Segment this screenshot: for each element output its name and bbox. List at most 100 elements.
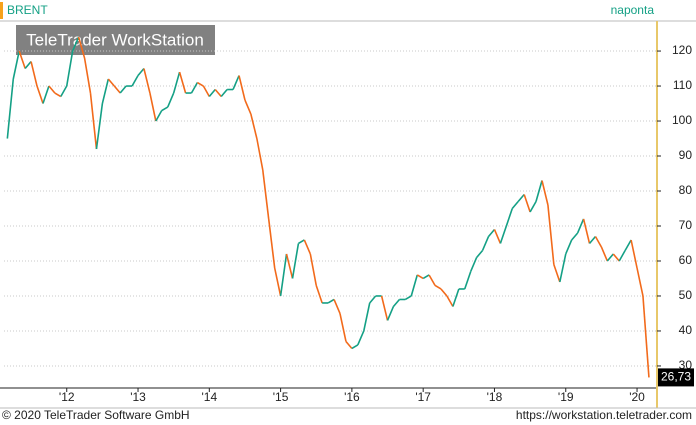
price-segment (77, 36, 86, 59)
price-segment (71, 36, 80, 52)
price-segment (440, 288, 448, 297)
price-segment (618, 250, 626, 262)
price-segment (606, 253, 614, 262)
price-segment (256, 138, 264, 171)
price-segment (24, 61, 32, 70)
price-segment (511, 200, 519, 210)
price-segment (469, 257, 478, 272)
price-segment (452, 288, 460, 307)
price-segment (499, 225, 508, 244)
price-segment (416, 274, 424, 280)
price-segment (208, 89, 216, 98)
price-segment (197, 81, 204, 87)
price-segment (369, 295, 377, 304)
price-segment (517, 193, 525, 203)
y-tick-label: 50 (679, 288, 693, 302)
x-tick-label: '14 (201, 390, 217, 404)
price-segment (36, 85, 44, 104)
price-segment (60, 85, 68, 97)
price-segment (291, 243, 300, 279)
price-segment (434, 284, 442, 290)
price-segment (107, 78, 115, 87)
price-segment (559, 253, 567, 283)
price-segment (6, 78, 15, 139)
price-segment (273, 267, 282, 297)
price-segment (18, 50, 26, 69)
price-segment (481, 236, 490, 251)
price-segment (463, 271, 472, 290)
price-segment (404, 295, 412, 301)
price-segment (83, 57, 92, 94)
price-segment (547, 204, 555, 265)
price-segment (600, 246, 609, 262)
price-segment (636, 267, 644, 297)
price-segment (48, 85, 56, 94)
series-marker (0, 2, 3, 19)
price-segment (594, 236, 603, 248)
price-segment (422, 274, 430, 280)
price-segment (250, 113, 258, 139)
price-segment (101, 78, 110, 104)
instrument-name: BRENT (7, 3, 48, 17)
price-segment (309, 253, 318, 286)
x-tick-label: '16 (344, 390, 360, 404)
price-segment (42, 85, 50, 104)
y-tick-label: 40 (679, 323, 693, 337)
price-segment (476, 249, 484, 259)
price-segment (363, 302, 371, 332)
price-segment (576, 218, 585, 234)
price-segment (267, 218, 276, 269)
price-segment (131, 75, 139, 87)
x-tick-label: '15 (273, 390, 289, 404)
y-tick-label: 100 (672, 113, 692, 127)
price-segment (30, 61, 38, 87)
x-tick-label: '20 (629, 390, 645, 404)
y-tick-label: 70 (679, 218, 693, 232)
price-segment (137, 68, 145, 77)
price-segment (612, 253, 620, 262)
price-segment (380, 295, 389, 321)
x-tick-label: '17 (415, 390, 431, 404)
price-segment (232, 75, 240, 90)
price-segment (392, 298, 401, 307)
price-segment (202, 85, 211, 97)
price-segment (95, 103, 104, 150)
price-segment (357, 330, 365, 346)
y-tick-label: 80 (679, 183, 693, 197)
price-segment (535, 180, 543, 202)
price-segment (446, 295, 454, 307)
y-tick-label: 90 (679, 148, 693, 162)
price-segment (161, 106, 169, 112)
price-segment (333, 299, 341, 314)
price-segment (167, 92, 175, 108)
last-price-label: 26,73 (661, 370, 691, 384)
price-segment (172, 71, 181, 94)
x-tick-label: '12 (59, 390, 75, 404)
price-segment (428, 274, 436, 286)
price-segment (220, 89, 228, 98)
price-segment (113, 85, 121, 94)
x-tick-label: '19 (558, 390, 574, 404)
price-segment (642, 295, 650, 378)
y-tick-label: 120 (672, 43, 692, 57)
period: naponta (611, 3, 655, 17)
price-segment (149, 92, 157, 122)
watermark: TeleTrader WorkStation (26, 30, 204, 49)
price-segment (410, 274, 419, 297)
price-segment (351, 344, 359, 350)
y-tick-label: 60 (679, 253, 693, 267)
price-segment (214, 89, 222, 98)
price-segment (487, 228, 496, 238)
price-segment (582, 218, 591, 244)
price-segment (327, 298, 335, 304)
y-tick-label: 110 (673, 78, 692, 92)
price-segment (339, 313, 347, 342)
price-segment (345, 340, 353, 349)
price-segment (630, 239, 638, 269)
price-segment (54, 92, 62, 98)
x-tick-label: '13 (130, 390, 146, 404)
price-segment (178, 71, 187, 94)
price-segment (588, 235, 597, 245)
price-segment (523, 194, 531, 213)
